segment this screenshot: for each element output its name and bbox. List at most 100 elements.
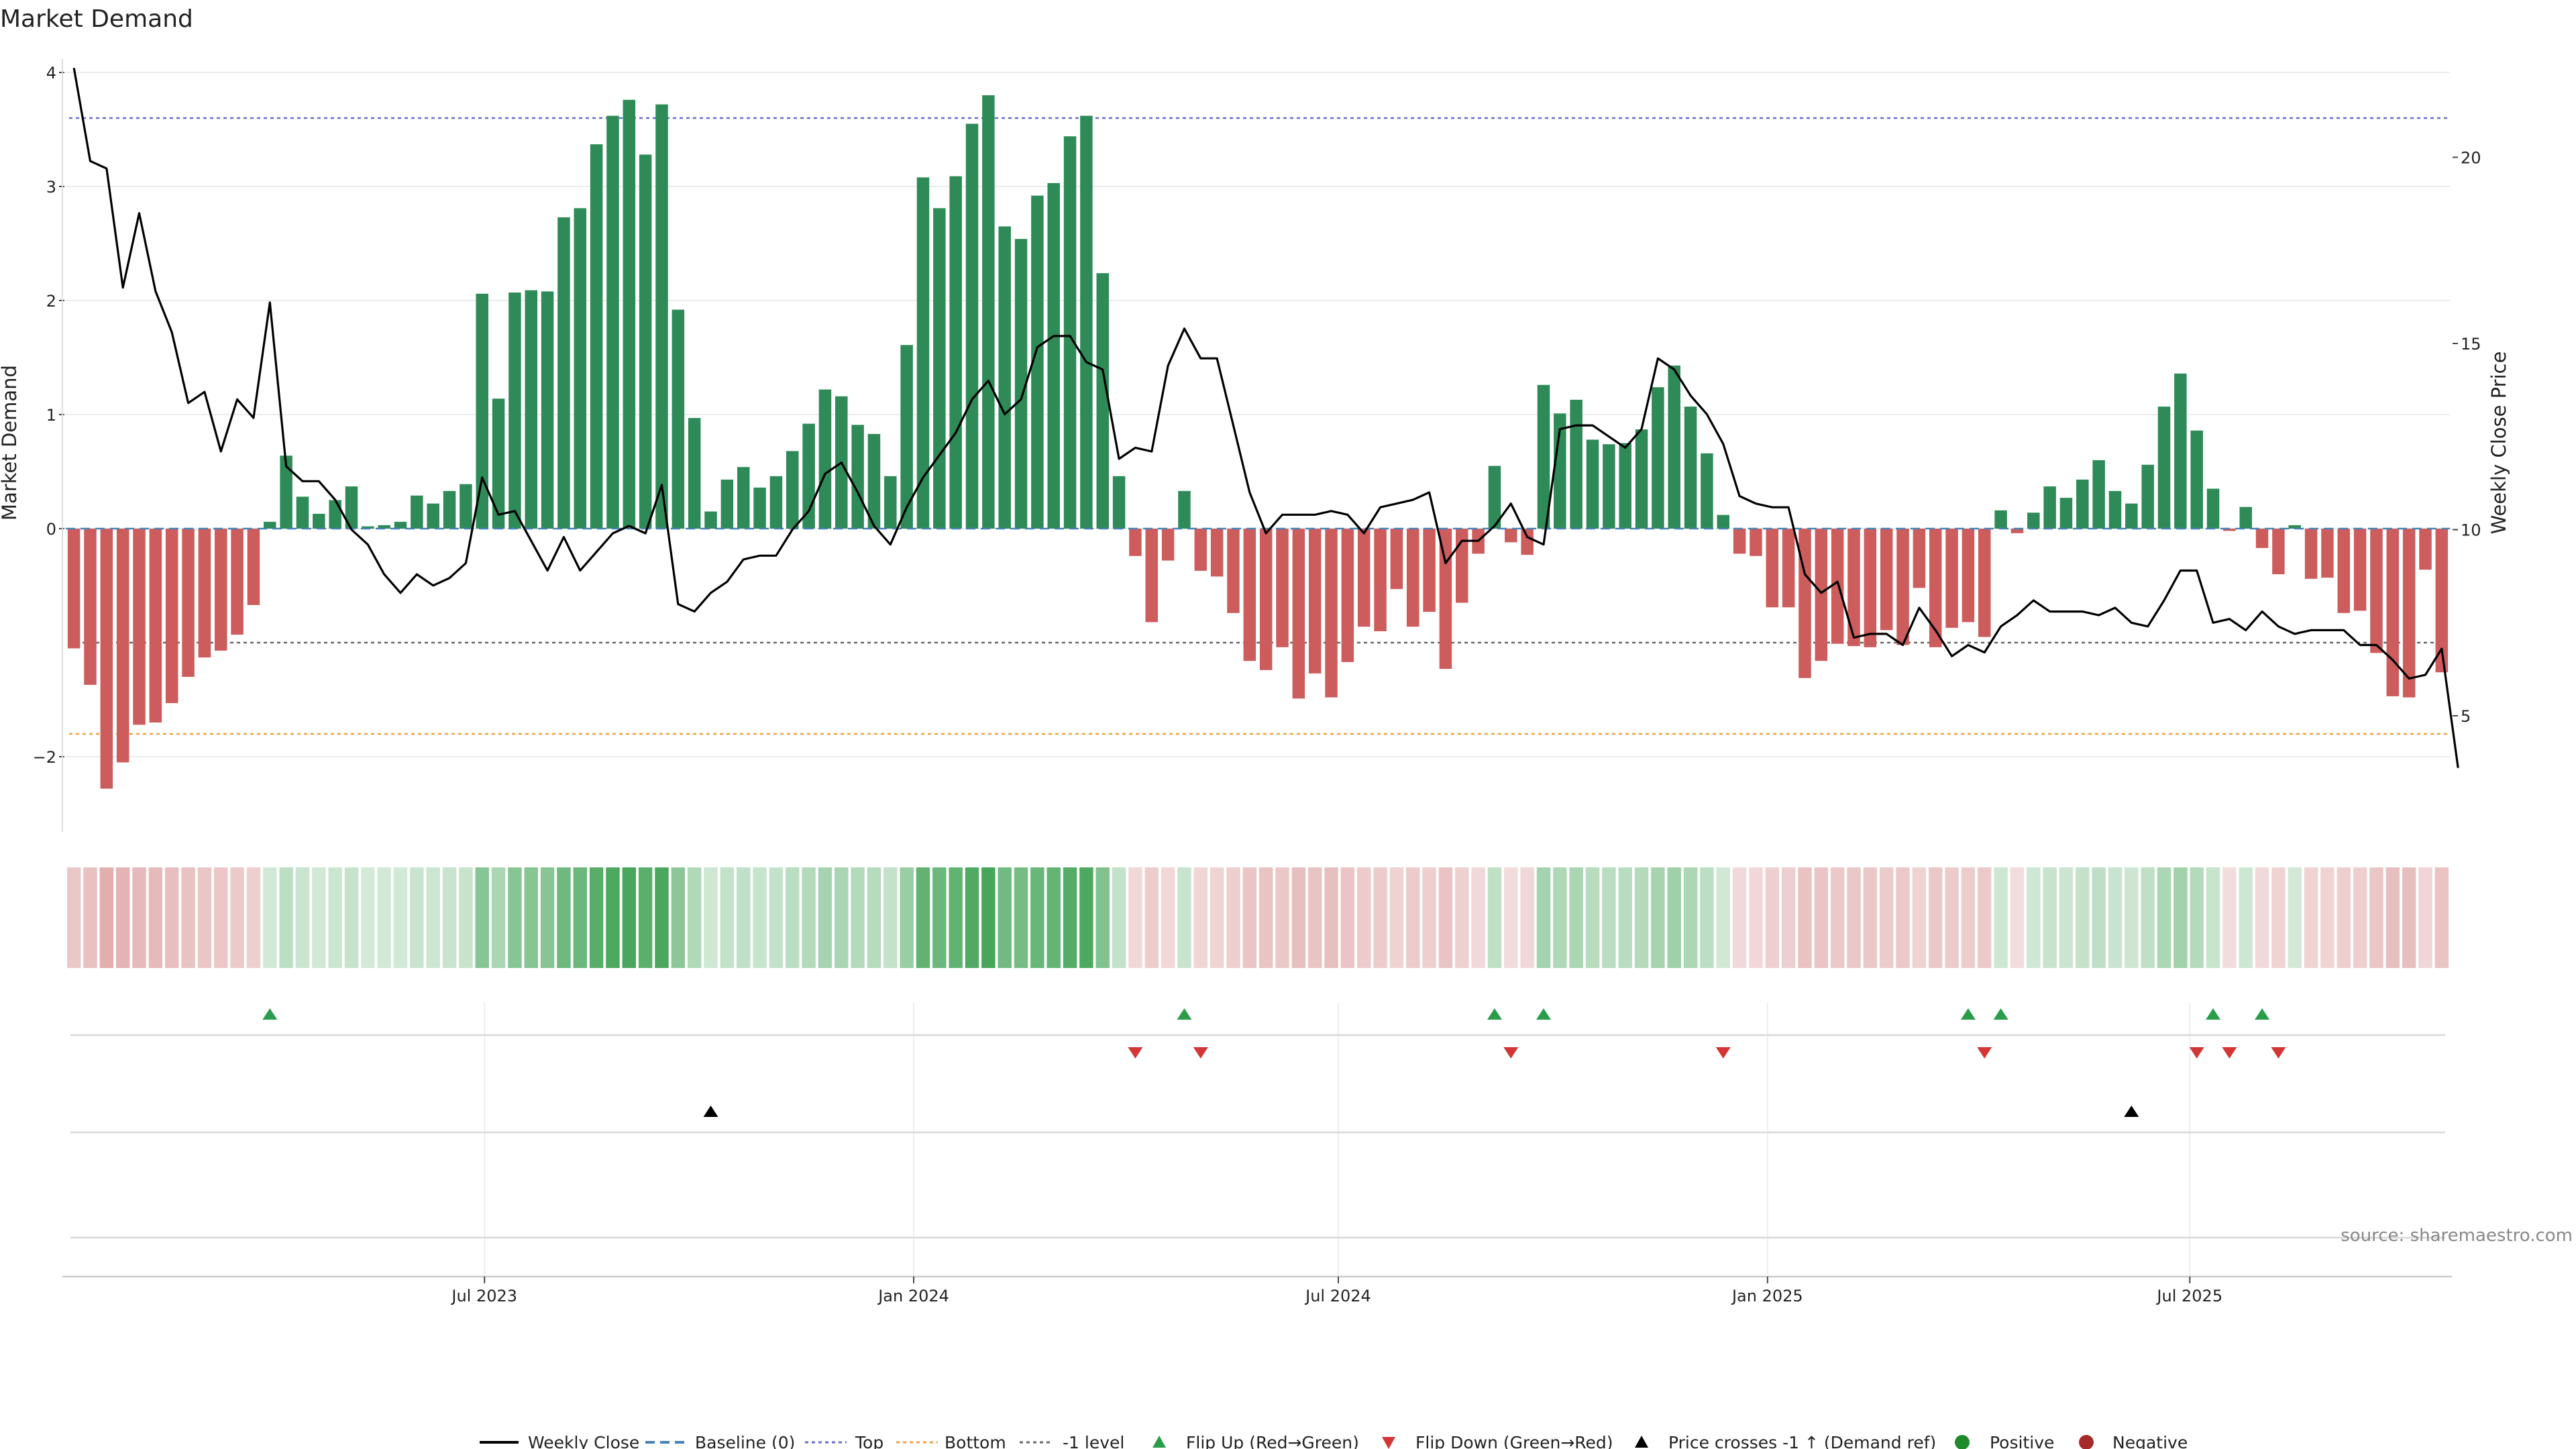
- heat-cell: [393, 867, 408, 968]
- heat-cell: [148, 867, 163, 968]
- demand-bar: [672, 309, 685, 529]
- demand-bar: [949, 176, 962, 529]
- heat-cell: [1602, 867, 1616, 968]
- legend-swatch-price-cross: [1635, 1436, 1648, 1448]
- demand-bar: [1668, 365, 1680, 529]
- demand-bar: [313, 513, 325, 529]
- heat-cell: [1422, 867, 1436, 968]
- demand-bar: [378, 525, 390, 529]
- heat-cell: [753, 867, 767, 968]
- heat-cell: [1177, 867, 1191, 968]
- demand-bar: [231, 529, 244, 635]
- demand-bar: [476, 293, 488, 529]
- heat-cell: [1961, 867, 1976, 968]
- heat-cell: [246, 867, 261, 968]
- heat-cell: [1847, 867, 1861, 968]
- heat-cell: [2043, 867, 2057, 968]
- heat-cell: [132, 867, 146, 968]
- heat-cell: [475, 867, 489, 968]
- demand-bar: [1129, 529, 1142, 556]
- heat-cell: [1014, 867, 1028, 968]
- chart-title: Market Demand: [0, 5, 193, 33]
- right-tick-label: 20: [2461, 149, 2481, 168]
- heat-cell: [769, 867, 784, 968]
- heat-cell: [1258, 867, 1273, 968]
- demand-bar: [933, 208, 946, 529]
- event-panels: [62, 1034, 2452, 1278]
- demand-bar: [965, 123, 979, 529]
- left-tick-label: 1: [46, 406, 56, 425]
- demand-bar: [1341, 529, 1354, 662]
- heat-cell: [524, 867, 538, 968]
- demand-bar: [982, 95, 995, 529]
- heat-cell: [655, 867, 669, 968]
- flip-up-marker: [1177, 1008, 1192, 1020]
- demand-bar: [998, 226, 1011, 529]
- demand-bar: [329, 500, 341, 529]
- demand-bar: [1112, 476, 1126, 529]
- heat-cell: [573, 867, 588, 968]
- heat-cell: [1536, 867, 1551, 968]
- demand-bars: [67, 95, 2449, 789]
- flip-down-marker: [1128, 1047, 1143, 1059]
- demand-bar: [1831, 529, 1844, 644]
- x-tick-label: Jul 2025: [2155, 1287, 2222, 1305]
- demand-bar: [1308, 529, 1322, 674]
- demand-bar: [1374, 529, 1387, 631]
- demand-bar: [2402, 529, 2416, 698]
- demand-bar: [2337, 529, 2351, 613]
- demand-bar: [704, 511, 717, 529]
- flip-up-marker: [1487, 1008, 1502, 1020]
- legend-label-flip-down: Flip Down (Green→Red): [1415, 1433, 1613, 1449]
- demand-bar: [916, 177, 930, 529]
- heat-cell: [2027, 867, 2041, 968]
- demand-bar: [1243, 529, 1256, 661]
- demand-bar: [1750, 529, 1762, 556]
- heat-cell: [2402, 867, 2416, 968]
- heat-cell: [1732, 867, 1747, 968]
- heat-cell: [1030, 867, 1044, 968]
- heat-cell: [1112, 867, 1126, 968]
- demand-bar: [1701, 453, 1713, 529]
- heat-cell: [1291, 867, 1306, 968]
- demand-bar: [362, 526, 374, 529]
- heat-cell: [1161, 867, 1175, 968]
- legend-label-positive: Positive: [1990, 1433, 2054, 1449]
- demand-bar: [1063, 136, 1077, 529]
- heat-cell: [1683, 867, 1698, 968]
- demand-bar: [2108, 490, 2122, 529]
- heat-cell: [851, 867, 865, 968]
- demand-bar: [1799, 529, 1811, 678]
- demand-bar: [1913, 529, 1926, 588]
- demand-bar: [84, 529, 97, 685]
- heat-cell: [1471, 867, 1485, 968]
- demand-bar: [541, 291, 554, 529]
- legend-label-price-cross: Price crosses -1 ↑ (Demand ref): [1668, 1433, 1936, 1449]
- demand-bar: [1259, 529, 1273, 670]
- demand-bar: [215, 529, 227, 651]
- heat-cell: [557, 867, 571, 968]
- heat-cell: [1504, 867, 1518, 968]
- right-tick-label: 10: [2461, 521, 2481, 540]
- heat-cell: [1373, 867, 1387, 968]
- demand-bar: [606, 115, 619, 529]
- demand-bar: [1210, 529, 1224, 577]
- left-tick-label: 0: [46, 520, 56, 539]
- heat-cell: [2288, 867, 2302, 968]
- heat-cell: [279, 867, 293, 968]
- demand-bar: [720, 479, 734, 529]
- heat-cell: [1945, 867, 1959, 968]
- heat-cell: [508, 867, 522, 968]
- demand-bar: [182, 529, 195, 677]
- price-cross-marker: [703, 1106, 718, 1117]
- heat-cell: [66, 867, 81, 968]
- demand-bar: [1635, 429, 1648, 529]
- demand-bar: [345, 486, 358, 529]
- demand-bar: [1161, 529, 1175, 561]
- legend-swatch-flip-up: [1152, 1436, 1166, 1448]
- heat-cell: [1389, 867, 1404, 968]
- right-tick-label: 5: [2461, 707, 2471, 726]
- heat-cell: [1896, 867, 1910, 968]
- heat-cell: [2271, 867, 2286, 968]
